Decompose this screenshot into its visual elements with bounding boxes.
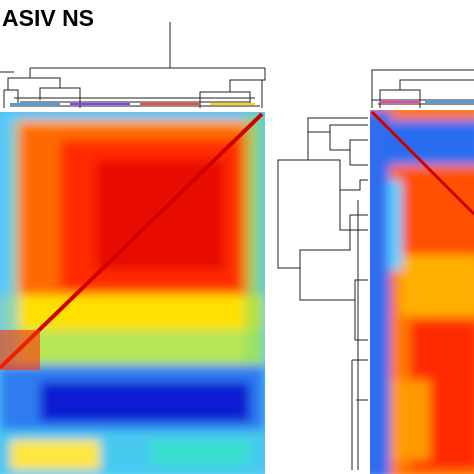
side-dendrogram-right <box>277 117 368 470</box>
dendrogram-branch <box>371 69 474 108</box>
dendrogram-branch <box>399 79 474 90</box>
heatmap-block <box>210 103 255 105</box>
dendrogram-branch <box>307 118 368 133</box>
dendrogram-branch <box>30 77 61 100</box>
dendrogram-branch <box>379 89 421 108</box>
heatmap-block <box>0 330 265 370</box>
heatmap-block <box>370 110 474 474</box>
heatmap-block <box>400 255 474 315</box>
heatmap-block <box>140 103 200 105</box>
top-dendrogram-right-colors <box>380 101 474 103</box>
dendrogram-branch <box>230 91 251 104</box>
diagonal <box>0 112 264 370</box>
heatmap-block <box>395 170 474 260</box>
dendrogram-branch <box>3 68 31 108</box>
heatmap-block <box>385 120 474 165</box>
heatmap-block <box>10 103 60 105</box>
heatmap-block <box>70 103 130 105</box>
heatmap-block <box>0 112 265 474</box>
dendrogram-branch <box>60 87 81 108</box>
heatmap-block <box>390 380 430 460</box>
dendrogram-branch <box>354 300 368 341</box>
dendrogram-branch <box>339 190 368 231</box>
top-dendrogram-right <box>371 69 474 108</box>
heatmap-block <box>0 112 18 362</box>
top-dendrogram-left <box>0 22 266 108</box>
heatmap-block <box>245 112 265 362</box>
heatmap-block <box>150 440 250 465</box>
figure-title: ASIV NS <box>2 5 94 31</box>
heatmap-block <box>370 110 390 474</box>
heatmap-block <box>10 440 100 470</box>
dendrogram-branch <box>199 68 266 108</box>
dendrogram-branch <box>349 150 368 166</box>
dendrogram-branch <box>308 159 368 191</box>
dendrogram-branch <box>277 117 368 269</box>
heatmap-block <box>380 101 420 103</box>
corner-block <box>0 330 40 370</box>
heatmap-block <box>425 101 474 103</box>
dendrogram-branch <box>329 132 368 151</box>
heatmap-block <box>40 382 250 422</box>
dendrogram-branch <box>8 89 19 104</box>
heatmap-left <box>0 112 265 474</box>
diagonal <box>370 110 474 216</box>
heatmap-right <box>370 110 474 474</box>
top-dendrogram-left-colors <box>10 103 255 105</box>
dendrogram-branch <box>261 79 265 108</box>
dendrogram-branch <box>299 214 368 268</box>
heatmap-block <box>388 180 402 270</box>
